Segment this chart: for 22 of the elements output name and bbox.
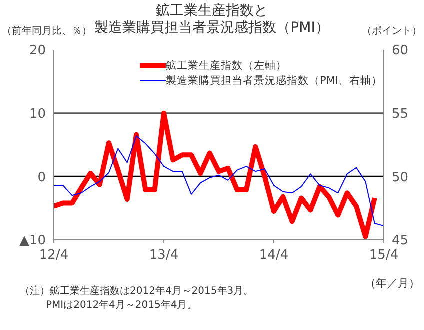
y2-tick-label: 55 <box>392 106 409 122</box>
x-tick-label: 12/4 <box>39 248 69 264</box>
chart-title: 鉱工業生産指数と <box>155 2 269 20</box>
y-axis-title: （前年同月比、％） <box>2 24 92 38</box>
x-axis-title: （年／月） <box>365 276 420 291</box>
line-series <box>54 136 384 227</box>
text: PMIは2012年4月～2015年4月。 <box>46 299 198 312</box>
y-tick-label: 0 <box>38 170 46 186</box>
y2-tick-label: 50 <box>392 170 409 186</box>
chart-subtitle: 製造業購買担当者景況感指数（PMI） <box>94 20 330 36</box>
x-tick-label: 14/4 <box>259 248 289 264</box>
y2-tick-label: 60 <box>392 44 409 59</box>
y2-axis-title: （ポイント） <box>362 25 422 38</box>
y-tick-label: 20 <box>29 44 46 59</box>
x-tick-label: 15/4 <box>369 248 399 264</box>
legend-label: 製造業購買担当者景況感指数（PMI、右軸） <box>166 74 382 88</box>
text: （注）鉱工業生産指数は2012年4月～2015年3月。 <box>20 284 254 298</box>
legend-label: 鉱工業生産指数（左軸） <box>166 58 287 72</box>
y-tick-label: ▲10 <box>19 234 46 249</box>
x-tick-label: 13/4 <box>149 248 179 264</box>
y2-tick-label: 45 <box>392 234 409 249</box>
y-tick-label: 10 <box>29 106 46 122</box>
